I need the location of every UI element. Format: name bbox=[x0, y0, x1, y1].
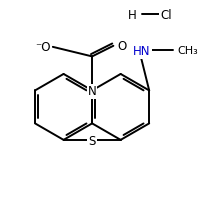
Text: ⁻O: ⁻O bbox=[35, 41, 51, 54]
Text: CH₃: CH₃ bbox=[177, 46, 198, 56]
Text: Cl: Cl bbox=[160, 9, 172, 22]
Text: S: S bbox=[88, 135, 96, 148]
Text: N: N bbox=[88, 85, 97, 99]
Text: HN: HN bbox=[133, 45, 151, 58]
Text: H: H bbox=[128, 9, 137, 22]
Text: O: O bbox=[117, 40, 126, 53]
